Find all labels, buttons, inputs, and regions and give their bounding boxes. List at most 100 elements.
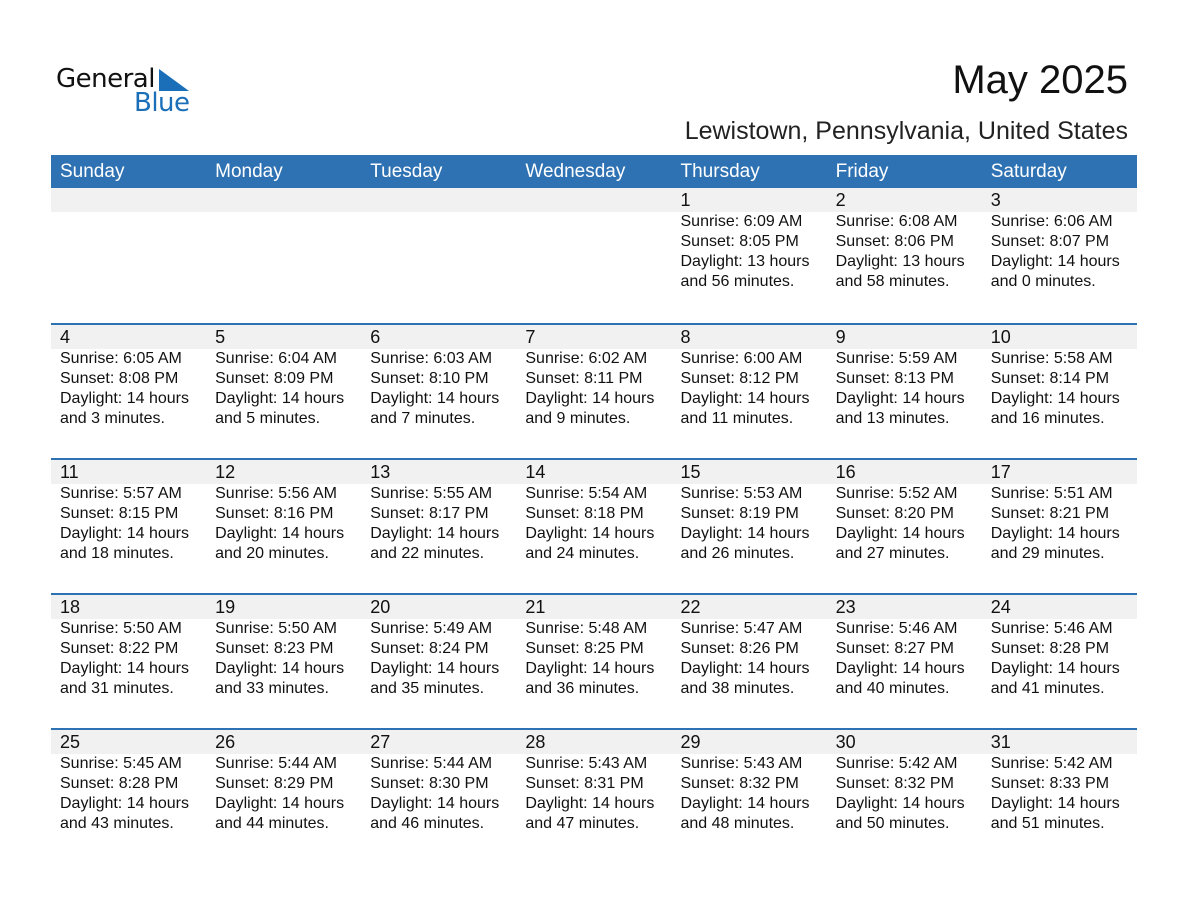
- sunset-text: Sunset: 8:33 PM: [990, 775, 1110, 792]
- day-cell: 30 Sunrise: 5:42 AM Sunset: 8:32 PM Dayligh…: [827, 730, 982, 834]
- day-number: 6: [370, 327, 381, 347]
- daylight-text: Daylight: 14 hours: [680, 390, 810, 407]
- minutes-text: and 47 minutes.: [525, 815, 640, 832]
- calendar-body: 1 Sunrise: 6:09 AM Sunset: 8:05 PM Daylight…: [51, 188, 1137, 863]
- day-number: 16: [835, 462, 856, 482]
- daylight-text: Daylight: 14 hours: [835, 795, 965, 812]
- weekday-saturday: Saturday: [990, 161, 1067, 182]
- daylight-text: Daylight: 14 hours: [680, 660, 810, 677]
- day-cell: 15 Sunrise: 5:53 AM Sunset: 8:19 PM Dayligh…: [672, 460, 827, 564]
- sunrise-text: Sunrise: 5:44 AM: [370, 755, 493, 772]
- daylight-text: Daylight: 14 hours: [990, 253, 1120, 270]
- sunset-text: Sunset: 8:10 PM: [370, 370, 489, 387]
- minutes-text: and 50 minutes.: [835, 815, 950, 832]
- daylight-text: Daylight: 14 hours: [215, 525, 345, 542]
- minutes-text: and 20 minutes.: [215, 545, 329, 562]
- minutes-text: and 58 minutes.: [835, 273, 950, 290]
- location-subtitle: Lewistown, Pennsylvania, United States: [684, 117, 1128, 145]
- day-cell: 25 Sunrise: 5:45 AM Sunset: 8:28 PM Dayligh…: [51, 730, 206, 834]
- sunset-text: Sunset: 8:06 PM: [835, 233, 954, 250]
- page-title: May 2025: [952, 58, 1128, 102]
- sunrise-text: Sunrise: 6:04 AM: [215, 350, 337, 367]
- daylight-text: Daylight: 14 hours: [60, 525, 189, 542]
- daylight-text: Daylight: 14 hours: [525, 795, 655, 812]
- day-cell: 26 Sunrise: 5:44 AM Sunset: 8:29 PM Dayligh…: [206, 730, 361, 834]
- minutes-text: and 35 minutes.: [370, 680, 485, 697]
- day-number-band: [51, 595, 1137, 619]
- day-number-band: [51, 325, 1137, 349]
- day-cell: 23 Sunrise: 5:46 AM Sunset: 8:27 PM Dayligh…: [827, 595, 982, 699]
- sunrise-text: Sunrise: 6:09 AM: [680, 213, 803, 230]
- sunset-text: Sunset: 8:24 PM: [370, 640, 489, 657]
- day-number: 10: [990, 327, 1011, 347]
- minutes-text: and 31 minutes.: [60, 680, 174, 697]
- weekday-wednesday: Wednesday: [525, 161, 626, 182]
- sunrise-text: Sunrise: 6:05 AM: [60, 350, 182, 367]
- week-row: 25 Sunrise: 5:45 AM Sunset: 8:28 PM Dayligh…: [51, 728, 1137, 863]
- daylight-text: Daylight: 14 hours: [835, 390, 965, 407]
- minutes-text: and 26 minutes.: [680, 545, 795, 562]
- sunset-text: Sunset: 8:19 PM: [680, 505, 799, 522]
- empty-day-cell: [516, 188, 671, 292]
- daylight-text: Daylight: 14 hours: [370, 525, 500, 542]
- sunrise-text: Sunrise: 5:45 AM: [60, 755, 182, 772]
- day-number: 18: [60, 597, 81, 617]
- sunrise-text: Sunrise: 5:52 AM: [835, 485, 958, 502]
- daylight-text: Daylight: 14 hours: [680, 795, 810, 812]
- day-number: 19: [215, 597, 236, 617]
- minutes-text: and 3 minutes.: [60, 410, 165, 427]
- day-cell: 2 Sunrise: 6:08 AM Sunset: 8:06 PM Daylight…: [827, 188, 982, 292]
- sunrise-text: Sunrise: 5:44 AM: [215, 755, 337, 772]
- weekday-monday: Monday: [215, 161, 283, 182]
- day-number: 13: [370, 462, 391, 482]
- calendar: Sunday Monday Tuesday Wednesday Thursday Frid…: [51, 155, 1137, 863]
- sunset-text: Sunset: 8:23 PM: [215, 640, 334, 657]
- sunset-text: Sunset: 8:17 PM: [370, 505, 489, 522]
- day-cell: 9 Sunrise: 5:59 AM Sunset: 8:13 PM Daylight…: [827, 325, 982, 429]
- day-cell: 11 Sunrise: 5:57 AM Sunset: 8:15 PM Dayligh…: [51, 460, 206, 564]
- daylight-text: Daylight: 14 hours: [215, 390, 345, 407]
- sunset-text: Sunset: 8:30 PM: [370, 775, 489, 792]
- daylight-text: Daylight: 14 hours: [990, 525, 1120, 542]
- day-number: 3: [990, 190, 1001, 210]
- day-number: 21: [525, 597, 546, 617]
- empty-day-cell: [206, 188, 361, 292]
- sunrise-text: Sunrise: 5:42 AM: [990, 755, 1113, 772]
- sunrise-text: Sunrise: 5:49 AM: [370, 620, 493, 637]
- sunset-text: Sunset: 8:16 PM: [215, 505, 334, 522]
- sunrise-text: Sunrise: 5:58 AM: [990, 350, 1113, 367]
- daylight-text: Daylight: 14 hours: [990, 390, 1120, 407]
- sunset-text: Sunset: 8:08 PM: [60, 370, 179, 387]
- day-number: 8: [680, 327, 691, 347]
- day-number: 9: [835, 327, 846, 347]
- minutes-text: and 46 minutes.: [370, 815, 485, 832]
- day-cell: 22 Sunrise: 5:47 AM Sunset: 8:26 PM Dayligh…: [672, 595, 827, 699]
- week-row: 18 Sunrise: 5:50 AM Sunset: 8:22 PM Dayligh…: [51, 593, 1137, 728]
- daylight-text: Daylight: 14 hours: [835, 660, 965, 677]
- sunset-text: Sunset: 8:22 PM: [60, 640, 179, 657]
- day-number: 30: [835, 732, 856, 752]
- daylight-text: Daylight: 14 hours: [525, 660, 655, 677]
- sunset-text: Sunset: 8:21 PM: [990, 505, 1110, 522]
- day-number: 29: [680, 732, 701, 752]
- daylight-text: Daylight: 14 hours: [370, 390, 500, 407]
- sunrise-text: Sunrise: 5:46 AM: [835, 620, 958, 637]
- minutes-text: and 27 minutes.: [835, 545, 950, 562]
- sunrise-text: Sunrise: 5:54 AM: [525, 485, 648, 502]
- sunset-text: Sunset: 8:32 PM: [835, 775, 954, 792]
- day-cell: 5 Sunrise: 6:04 AM Sunset: 8:09 PM Daylight…: [206, 325, 361, 429]
- minutes-text: and 43 minutes.: [60, 815, 174, 832]
- minutes-text: and 16 minutes.: [990, 410, 1105, 427]
- sunset-text: Sunset: 8:32 PM: [680, 775, 799, 792]
- daylight-text: Daylight: 14 hours: [525, 525, 655, 542]
- minutes-text: and 13 minutes.: [835, 410, 950, 427]
- day-cell: 13 Sunrise: 5:55 AM Sunset: 8:17 PM Dayligh…: [361, 460, 516, 564]
- day-number: 25: [60, 732, 81, 752]
- sunset-text: Sunset: 8:29 PM: [215, 775, 334, 792]
- sunset-text: Sunset: 8:18 PM: [525, 505, 644, 522]
- daylight-text: Daylight: 14 hours: [835, 525, 965, 542]
- sunrise-text: Sunrise: 5:50 AM: [215, 620, 337, 637]
- daylight-text: Daylight: 14 hours: [215, 795, 345, 812]
- day-number: 2: [835, 190, 846, 210]
- minutes-text: and 36 minutes.: [525, 680, 640, 697]
